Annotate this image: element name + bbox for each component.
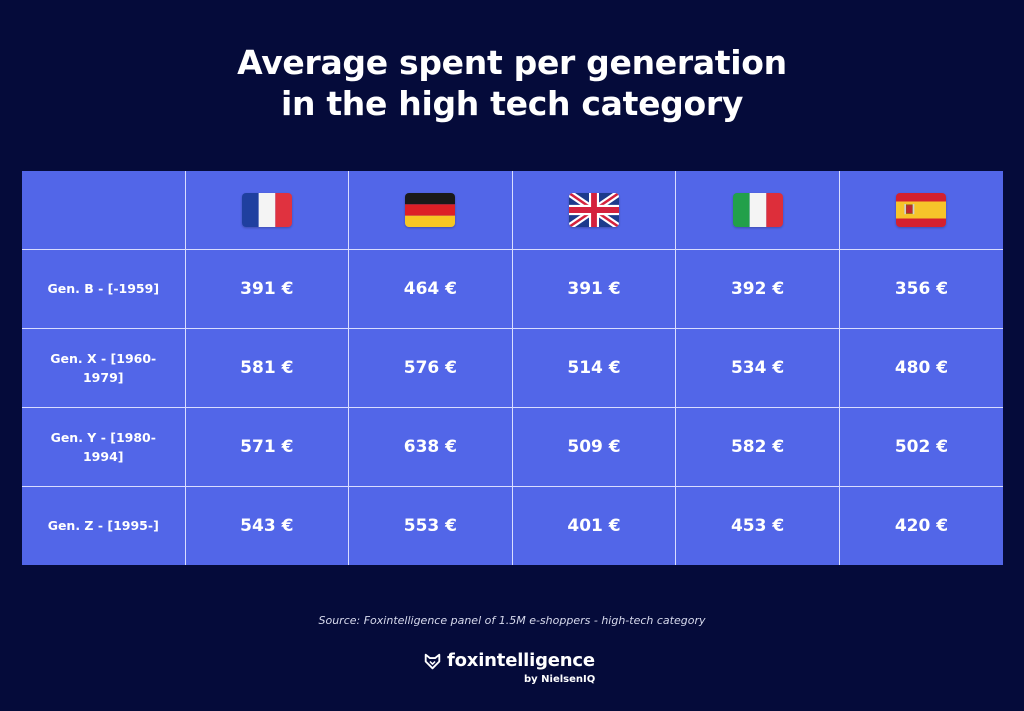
value-label: 392 € bbox=[730, 278, 785, 299]
row-label: Gen. Z - [1995-] bbox=[47, 518, 159, 534]
value-label: 356 € bbox=[894, 278, 949, 299]
value-cell: 392 € bbox=[675, 248, 840, 329]
value-label: 401 € bbox=[567, 515, 621, 536]
table-header-row bbox=[22, 171, 1003, 250]
value-label: 576 € bbox=[403, 357, 457, 378]
france-flag-icon bbox=[241, 192, 292, 227]
table-row: Gen. X - [1960-1979] 581 € 576 € 514 € 5… bbox=[22, 327, 1003, 408]
value-cell: 401 € bbox=[511, 485, 677, 565]
table-row: Gen. Z - [1995-] 543 € 553 € 401 € 453 €… bbox=[22, 485, 1003, 565]
header-cell-spain bbox=[838, 171, 1003, 250]
value-cell: 420 € bbox=[838, 485, 1003, 565]
value-cell: 453 € bbox=[675, 485, 840, 565]
value-cell: 581 € bbox=[184, 327, 350, 408]
row-label: Gen. B - [-1959] bbox=[47, 281, 160, 296]
value-label: 581 € bbox=[240, 357, 294, 378]
value-label: 514 € bbox=[567, 357, 621, 378]
chart-title-line-2: in the high tech category bbox=[280, 84, 744, 123]
value-cell: 543 € bbox=[184, 485, 350, 565]
value-cell: 576 € bbox=[348, 327, 513, 408]
value-cell: 638 € bbox=[348, 406, 513, 487]
brand-logo: foxintelligence by NielsenIQ bbox=[424, 650, 604, 690]
value-label: 534 € bbox=[730, 357, 785, 378]
table-row: Gen. B - [-1959] 391 € 464 € 391 € 392 €… bbox=[22, 248, 1003, 329]
row-label-cell: Gen. X - [1960-1979] bbox=[22, 327, 186, 408]
value-cell: 514 € bbox=[511, 327, 677, 408]
header-cell-italy bbox=[675, 171, 840, 250]
value-label: 638 € bbox=[403, 436, 457, 457]
uk-flag-icon bbox=[568, 192, 619, 227]
value-label: 543 € bbox=[240, 515, 294, 536]
chart-title-line-1: Average spent per generation bbox=[237, 43, 787, 82]
header-cell-france bbox=[184, 171, 350, 250]
value-cell: 391 € bbox=[184, 248, 350, 329]
row-label-cell: Gen. Z - [1995-] bbox=[22, 485, 186, 565]
value-label: 391 € bbox=[567, 278, 621, 299]
header-cell-uk bbox=[511, 171, 677, 250]
data-table: Gen. B - [-1959] 391 € 464 € 391 € 392 €… bbox=[22, 171, 1003, 565]
spain-flag-icon bbox=[896, 192, 947, 227]
value-label: 553 € bbox=[403, 515, 457, 536]
value-cell: 534 € bbox=[675, 327, 840, 408]
value-label: 502 € bbox=[894, 436, 949, 457]
brand-subtitle: by NielsenIQ bbox=[524, 674, 596, 685]
value-cell: 509 € bbox=[511, 406, 677, 487]
value-label: 571 € bbox=[240, 436, 294, 457]
value-label: 391 € bbox=[240, 278, 294, 299]
value-label: 582 € bbox=[730, 436, 785, 457]
italy-flag-icon bbox=[732, 192, 783, 227]
value-label: 464 € bbox=[403, 278, 457, 299]
row-label: Gen. X - [1960-1979] bbox=[50, 350, 157, 385]
chart-title: Average spent per generation in the high… bbox=[0, 42, 1024, 124]
value-label: 420 € bbox=[894, 515, 949, 536]
value-cell: 480 € bbox=[838, 327, 1003, 408]
corner-cell bbox=[22, 171, 186, 250]
value-cell: 582 € bbox=[675, 406, 840, 487]
fox-logo-icon bbox=[424, 653, 441, 670]
table-row: Gen. Y - [1980-1994] 571 € 638 € 509 € 5… bbox=[22, 406, 1003, 487]
row-label-cell: Gen. B - [-1959] bbox=[22, 248, 186, 329]
value-cell: 571 € bbox=[184, 406, 350, 487]
value-label: 453 € bbox=[730, 515, 785, 536]
value-cell: 356 € bbox=[838, 248, 1003, 329]
value-cell: 464 € bbox=[348, 248, 513, 329]
row-label: Gen. Y - [1980-1994] bbox=[50, 429, 156, 464]
value-cell: 502 € bbox=[838, 406, 1003, 487]
germany-flag-icon bbox=[405, 192, 456, 227]
header-cell-germany bbox=[348, 171, 513, 250]
brand-name: foxintelligence bbox=[447, 650, 595, 671]
value-cell: 553 € bbox=[348, 485, 513, 565]
value-label: 509 € bbox=[567, 436, 621, 457]
row-label-cell: Gen. Y - [1980-1994] bbox=[22, 406, 186, 487]
value-label: 480 € bbox=[894, 357, 949, 378]
source-note: Source: Foxintelligence panel of 1.5M e-… bbox=[318, 614, 706, 627]
value-cell: 391 € bbox=[511, 248, 677, 329]
